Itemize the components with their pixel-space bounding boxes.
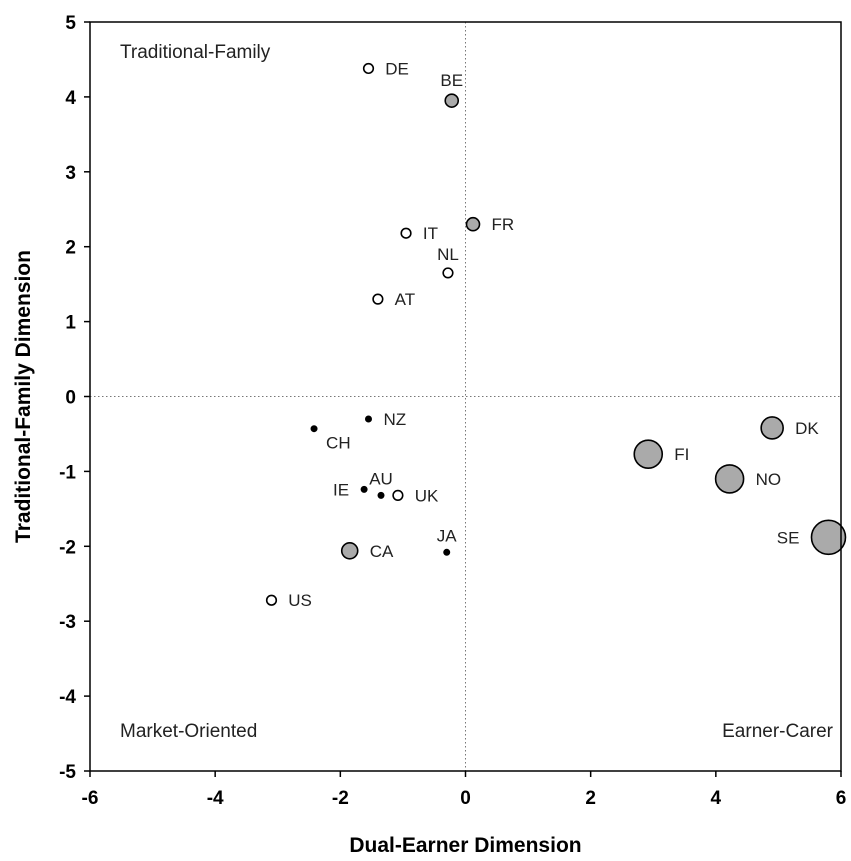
y-axis-title: Traditional-Family Dimension [12, 250, 35, 543]
x-tick-label: 2 [585, 788, 596, 809]
point-label-nl: NL [437, 245, 459, 264]
point-label-no: NO [756, 470, 782, 489]
y-tick-label: 0 [65, 388, 76, 409]
point-label-fr: FR [492, 215, 515, 234]
data-point-de [362, 62, 375, 75]
data-point-ja [443, 548, 451, 556]
data-point-ie [360, 485, 368, 493]
quadrant-label-market-oriented: Market-Oriented [120, 721, 257, 742]
data-point-nz [364, 415, 372, 423]
point-label-us: US [288, 591, 312, 610]
quadrant-label-earner-carer: Earner-Carer [722, 721, 834, 742]
point-label-nz: NZ [383, 410, 406, 429]
y-tick-label: -5 [59, 762, 76, 783]
y-tick-label: 1 [65, 313, 76, 334]
y-tick-label: -3 [59, 612, 76, 633]
reference-lines [90, 22, 841, 771]
point-label-de: DE [385, 59, 409, 78]
x-tick-label: 4 [711, 788, 722, 809]
data-point-fi [633, 439, 664, 469]
data-point-uk [392, 489, 404, 501]
point-label-uk: UK [415, 486, 439, 505]
point-label-at: AT [395, 290, 415, 309]
point-label-se: SE [777, 528, 800, 547]
point-label-au: AU [369, 469, 393, 488]
data-points [265, 62, 847, 606]
data-point-ca [340, 541, 359, 560]
y-tick-label: 5 [65, 13, 76, 34]
data-point-no [714, 464, 745, 494]
data-point-nl [442, 267, 454, 279]
y-tick-label: -4 [59, 687, 76, 708]
x-tick-label: -4 [207, 788, 224, 809]
y-tick-label: 4 [65, 88, 76, 109]
y-axis-ticks: 5 4 3 2 1 0 -1 -2 -3 -4 -5 [59, 13, 90, 783]
point-label-ca: CA [370, 542, 394, 561]
data-point-au [377, 491, 385, 499]
y-tick-label: 3 [65, 163, 76, 184]
point-label-ja: JA [437, 526, 458, 545]
point-label-ie: IE [333, 480, 349, 499]
x-tick-label: 6 [836, 788, 847, 809]
data-point-fr [465, 216, 481, 232]
y-tick-label: -1 [59, 462, 76, 483]
point-label-be: BE [440, 71, 463, 90]
data-point-us [265, 594, 278, 606]
x-tick-label: -2 [332, 788, 349, 809]
quadrant-label-traditional-family: Traditional-Family [120, 42, 271, 63]
point-label-fi: FI [674, 445, 689, 464]
data-point-se [810, 519, 847, 556]
y-tick-label: 2 [65, 238, 76, 259]
x-tick-label: -6 [82, 788, 99, 809]
data-point-it [400, 227, 412, 239]
x-axis-title: Dual-Earner Dimension [349, 834, 581, 857]
data-point-be [444, 93, 460, 108]
data-point-ch [310, 425, 318, 433]
x-tick-label: 0 [460, 788, 471, 809]
x-axis-ticks: -6 -4 -2 0 2 4 6 [82, 771, 847, 809]
point-label-ch: CH [326, 434, 351, 453]
y-tick-label: -2 [59, 537, 76, 558]
data-point-at [372, 293, 384, 305]
point-label-it: IT [423, 224, 438, 243]
data-point-dk [760, 416, 784, 440]
point-label-dk: DK [795, 419, 819, 438]
point-labels: DE BE FR IT NL AT NZ CH IE AU UK JA CA US DK FI NO SE [288, 59, 819, 610]
